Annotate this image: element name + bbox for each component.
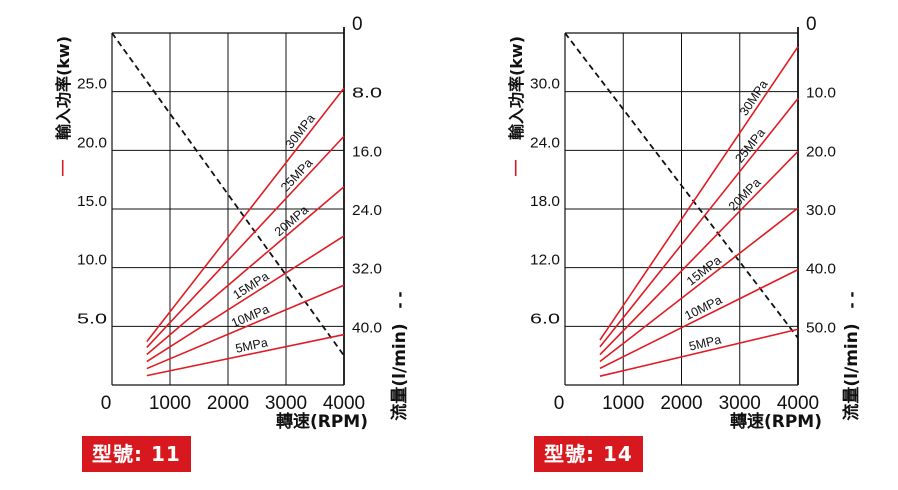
y-left-tick-label: 30.0 (530, 76, 560, 93)
x-tick-label: 3000 (265, 393, 307, 414)
x-tick-label: 1000 (602, 393, 644, 414)
flow-legend-marker: - - (841, 292, 861, 309)
x-tick-label: 1000 (149, 393, 191, 414)
x-tick-label: 2000 (207, 393, 249, 414)
y-right-tick-label: 0 (806, 14, 817, 35)
power-line-label: 25MPa (278, 156, 315, 195)
x-tick-label: 4000 (777, 393, 819, 414)
flow-legend-marker: - - (389, 292, 409, 309)
power-line-label: 10MPa (682, 293, 724, 323)
grid (564, 27, 799, 386)
grid (111, 27, 345, 386)
y-right-tick-label: 24.0 (352, 202, 382, 219)
y-left-tick-label: 18.0 (530, 193, 560, 210)
y-left-tick-label: 5.0 (77, 310, 107, 327)
power-line-label: 5MPa (234, 335, 269, 355)
power-line-25MPa (599, 98, 799, 348)
y-left-tick-label: 20.0 (77, 134, 107, 151)
y-axis-left-title: 輸入功率(kw) (507, 36, 526, 140)
y-right-tick-label: 40.0 (806, 261, 836, 278)
tick-labels: 0 1000 2000 3000 4000 6.0 12.0 18.0 24.0 30.0 0 10.… (530, 14, 836, 414)
x-axis-title: 轉速(RPM) (730, 411, 822, 432)
model-badge: 型號: 11 (82, 436, 191, 472)
tick-labels: 0 1000 2000 3000 4000 5.0 10.0 15.0 20.0 25.0 0 8.0… (77, 14, 382, 414)
power-line-15MPa (599, 207, 799, 363)
x-tick-label: 0 (554, 393, 565, 414)
power-legend-marker: — (507, 160, 524, 176)
power-line-15MPa (146, 235, 345, 363)
y-axis-right-title: 流量(l/min) (841, 323, 862, 420)
power-line-20MPa (599, 150, 799, 356)
power-line-5MPa (146, 333, 345, 377)
x-axis-title: 轉速(RPM) (276, 411, 368, 432)
power-line-20MPa (146, 186, 345, 356)
y-left-tick-label: 15.0 (77, 193, 107, 210)
model-badge: 型號: 14 (534, 436, 643, 472)
y-right-tick-label: 10.0 (806, 85, 836, 102)
power-line-10MPa (146, 284, 345, 370)
y-right-tick-label: 30.0 (806, 202, 836, 219)
y-left-tick-label: 10.0 (77, 252, 107, 269)
y-axis-right-label: 流量(l/min) - - (841, 292, 862, 421)
flow-line (564, 32, 799, 339)
x-tick-label: 0 (101, 393, 112, 414)
y-axis-right-title: 流量(l/min) (389, 323, 410, 420)
y-left-tick-label: 24.0 (530, 134, 560, 151)
y-right-tick-label: 16.0 (352, 143, 382, 160)
x-tick-label: 2000 (660, 393, 702, 414)
y-right-tick-label: 50.0 (806, 319, 836, 336)
y-right-tick-label: 32.0 (352, 261, 382, 278)
power-line-30MPa (599, 46, 799, 341)
power-line-25MPa (146, 135, 345, 348)
y-left-tick-label: 12.0 (530, 252, 560, 269)
x-tick-label: 4000 (323, 393, 365, 414)
power-line-5MPa (599, 328, 799, 377)
y-axis-left-label: — 輸入功率(kw) (54, 36, 73, 176)
power-line-10MPa (599, 268, 799, 370)
y-right-tick-label: 20.0 (806, 143, 836, 160)
y-left-tick-label: 6.0 (530, 310, 560, 327)
x-tick-label: 3000 (719, 393, 761, 414)
y-left-tick-label: 25.0 (77, 76, 107, 93)
y-axis-right-label: 流量(l/min) - - (389, 292, 410, 421)
y-axis-left-label: — 輸入功率(kw) (507, 36, 526, 176)
y-right-tick-label: 8.0 (352, 85, 382, 102)
y-right-tick-label: 40.0 (352, 319, 382, 336)
y-right-tick-label: 0 (352, 14, 363, 35)
y-axis-left-title: 輸入功率(kw) (54, 36, 73, 140)
power-line-30MPa (146, 87, 345, 343)
power-legend-marker: — (54, 160, 71, 176)
